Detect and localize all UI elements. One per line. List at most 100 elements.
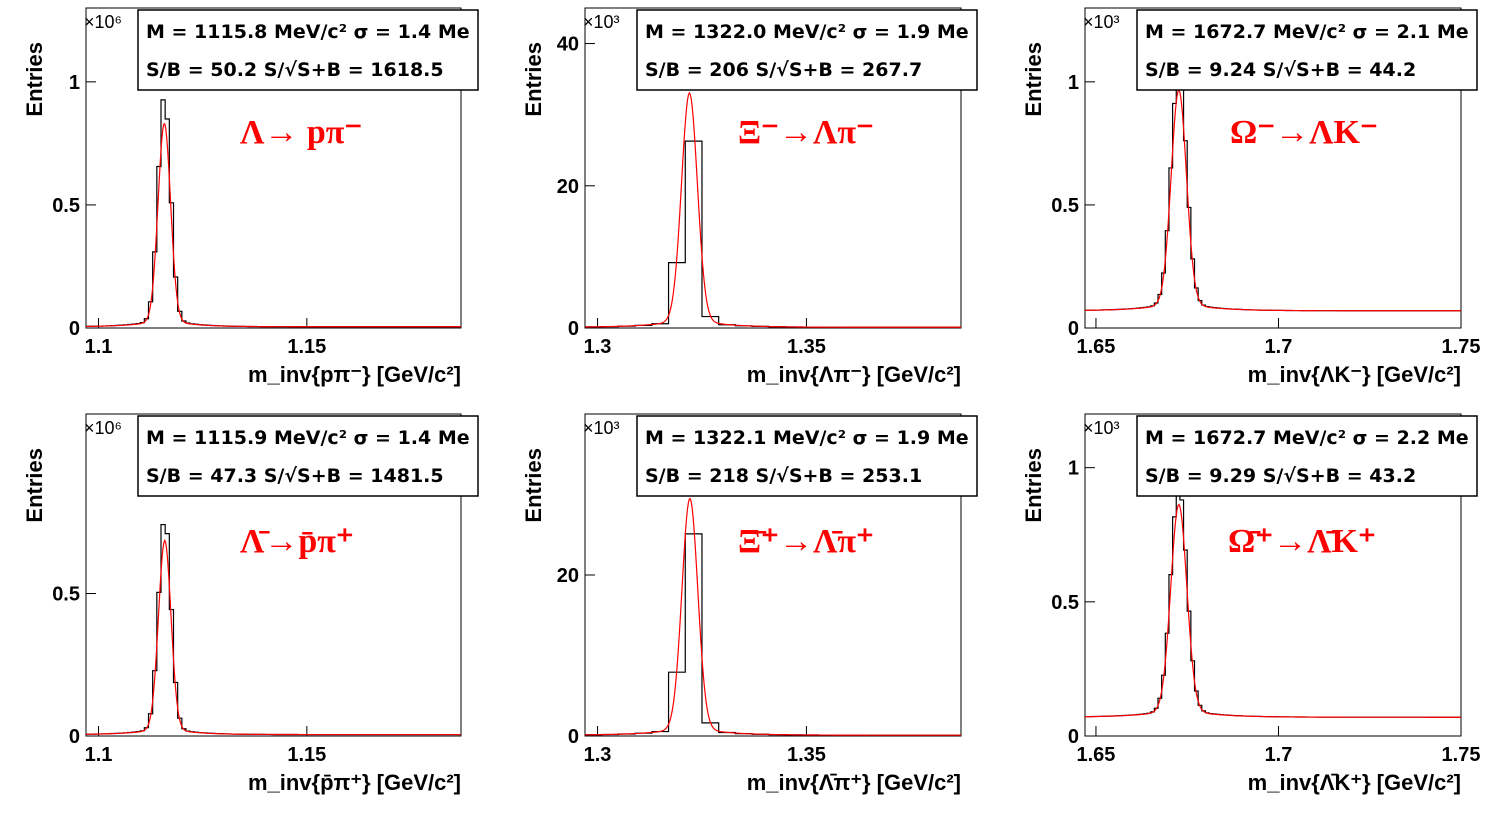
stats-line-1: M = 1115.9 MeV/c² σ = 1.4 Me	[146, 427, 470, 449]
stats-box: M = 1672.7 MeV/c² σ = 2.2 Me S/B = 9.29 S…	[1136, 415, 1478, 497]
x-tick-label: 1.65	[1076, 336, 1115, 358]
histogram-steps	[1085, 67, 1461, 312]
stats-box-frame	[137, 9, 479, 91]
histogram-steps	[585, 140, 961, 328]
y-tick-label: 1	[69, 72, 80, 94]
stats-box: M = 1322.1 MeV/c² σ = 1.9 Me S/B = 218 S/…	[636, 415, 978, 497]
decay-annotation: Ξ̄⁺→Λ̄π⁺	[738, 523, 874, 560]
plot-frame	[85, 413, 462, 737]
y-multiplier: ×10⁶	[84, 418, 122, 438]
stats-box-frame	[137, 415, 479, 497]
chart-panel-1: 00.511.1 1.15 ×10⁶ Entries m_inv{pπ⁻} [GeV/c…	[22, 7, 479, 387]
y-axis-label: Entries	[22, 42, 47, 117]
stats-line-1: M = 1322.0 MeV/c² σ = 1.9 Me	[645, 21, 969, 43]
stats-line-2: S/B = 47.3 S/√S+B = 1481.5	[146, 465, 444, 487]
x-tick-label: 1.1	[85, 336, 113, 358]
y-ticks: 00.51	[52, 72, 96, 340]
histogram-series	[1085, 67, 1461, 312]
fit-curve	[1085, 503, 1461, 718]
x-tick-label: 1.65	[1076, 744, 1115, 766]
decay-annotation: Ξ⁻→Λπ⁻	[738, 114, 874, 151]
y-ticks: 0 20	[557, 565, 595, 748]
x-tick-label: 1.7	[1265, 336, 1293, 358]
x-ticks: 1.1 1.15	[85, 726, 326, 766]
x-ticks: 1.3 1.35	[584, 318, 826, 358]
y-tick-label: 0.5	[1051, 195, 1079, 217]
plot-frame	[1084, 413, 1462, 737]
decay-annotation: Λ→ pπ⁻	[240, 114, 362, 151]
stats-line-2: S/B = 218 S/√S+B = 253.1	[645, 465, 922, 487]
y-tick-label: 20	[557, 176, 579, 198]
histogram-series	[86, 523, 461, 736]
y-tick-label: 1	[1068, 458, 1079, 480]
x-axis-label: m_inv{pπ⁻} [GeV/c²]	[248, 362, 461, 387]
x-tick-label: 1.1	[85, 744, 113, 766]
x-tick-label: 1.75	[1442, 744, 1481, 766]
stats-line-2: S/B = 50.2 S/√S+B = 1618.5	[146, 59, 444, 81]
y-ticks: 0 20 40	[557, 34, 595, 340]
decay-annotation: Ω̄⁺→Λ̄K⁺	[1228, 523, 1376, 560]
decay-annotation: Λ̄→p̄π⁺	[240, 523, 354, 560]
y-axis-label: Entries	[521, 448, 546, 523]
fit-curve	[585, 91, 961, 328]
stats-box: M = 1115.9 MeV/c² σ = 1.4 Me S/B = 47.3 S…	[137, 415, 479, 497]
decay-annotation: Ω⁻→ΛK⁻	[1230, 114, 1378, 151]
y-tick-label: 0	[568, 726, 579, 748]
histogram-series	[585, 91, 961, 328]
histogram-series	[1085, 485, 1461, 718]
x-tick-label: 1.15	[287, 336, 326, 358]
x-axis-label: m_inv{ΛK⁻} [GeV/c²]	[1248, 362, 1461, 387]
x-tick-label: 1.15	[287, 744, 326, 766]
fit-curve	[585, 497, 961, 736]
y-axis-label: Entries	[1021, 448, 1046, 523]
stats-line-2: S/B = 206 S/√S+B = 267.7	[645, 59, 922, 81]
stats-box-frame	[1136, 9, 1478, 91]
x-ticks: 1.65 1.7 1.75	[1076, 318, 1480, 358]
x-axis-label: m_inv{Λπ⁻} [GeV/c²]	[747, 362, 961, 387]
x-axis-label: m_inv{p̄π⁺} [GeV/c²]	[248, 770, 461, 795]
stats-line-1: M = 1115.8 MeV/c² σ = 1.4 Me	[146, 21, 470, 43]
plot-frame	[1084, 7, 1462, 329]
x-axis-label: m_inv{Λ̄π⁺} [GeV/c²]	[747, 770, 961, 795]
stats-box-frame	[636, 9, 978, 91]
y-tick-label: 0.5	[52, 584, 80, 606]
stats-line-2: S/B = 9.29 S/√S+B = 43.2	[1145, 465, 1416, 487]
y-ticks: 00.51	[1051, 458, 1095, 748]
plot-frame	[584, 7, 962, 329]
y-tick-label: 0.5	[1051, 592, 1079, 614]
y-axis-label: Entries	[521, 42, 546, 117]
stats-line-1: M = 1672.7 MeV/c² σ = 2.1 Me	[1145, 21, 1469, 43]
stats-line-1: M = 1672.7 MeV/c² σ = 2.2 Me	[1145, 427, 1469, 449]
y-tick-label: 20	[557, 565, 579, 587]
fit-curve	[1085, 88, 1461, 312]
y-axis-label: Entries	[1021, 42, 1046, 117]
plot-frame	[85, 7, 462, 329]
x-ticks: 1.1 1.15	[85, 318, 326, 358]
stats-box: M = 1672.7 MeV/c² σ = 2.1 Me S/B = 9.24 S…	[1136, 9, 1478, 91]
fit-curve	[86, 538, 461, 736]
fit-curve	[86, 123, 461, 328]
stats-box-frame	[1136, 415, 1478, 497]
y-tick-label: 0	[1068, 318, 1079, 340]
x-tick-label: 1.3	[584, 744, 612, 766]
y-tick-label: 1	[1068, 72, 1079, 94]
histogram-steps	[1085, 485, 1461, 718]
chart-panel-5: 0 20 1.3 1.35 ×10³ Entries m_inv{Λ̄π⁺} [GeV/c²…	[521, 413, 978, 795]
y-tick-label: 0	[69, 318, 80, 340]
y-tick-label: 0	[69, 726, 80, 748]
stats-line-1: M = 1322.1 MeV/c² σ = 1.9 Me	[645, 427, 969, 449]
y-multiplier: ×10³	[583, 418, 620, 438]
y-tick-label: 0	[1068, 726, 1079, 748]
y-multiplier: ×10⁶	[84, 12, 122, 32]
y-multiplier: ×10³	[1083, 12, 1120, 32]
histogram-series	[585, 497, 961, 736]
y-tick-label: 0	[568, 318, 579, 340]
y-ticks: 00.5	[52, 584, 96, 748]
stats-box-frame	[636, 415, 978, 497]
y-ticks: 00.51	[1051, 72, 1095, 340]
stats-box: M = 1115.8 MeV/c² σ = 1.4 Me S/B = 50.2 S…	[137, 9, 479, 91]
y-multiplier: ×10³	[1083, 418, 1120, 438]
